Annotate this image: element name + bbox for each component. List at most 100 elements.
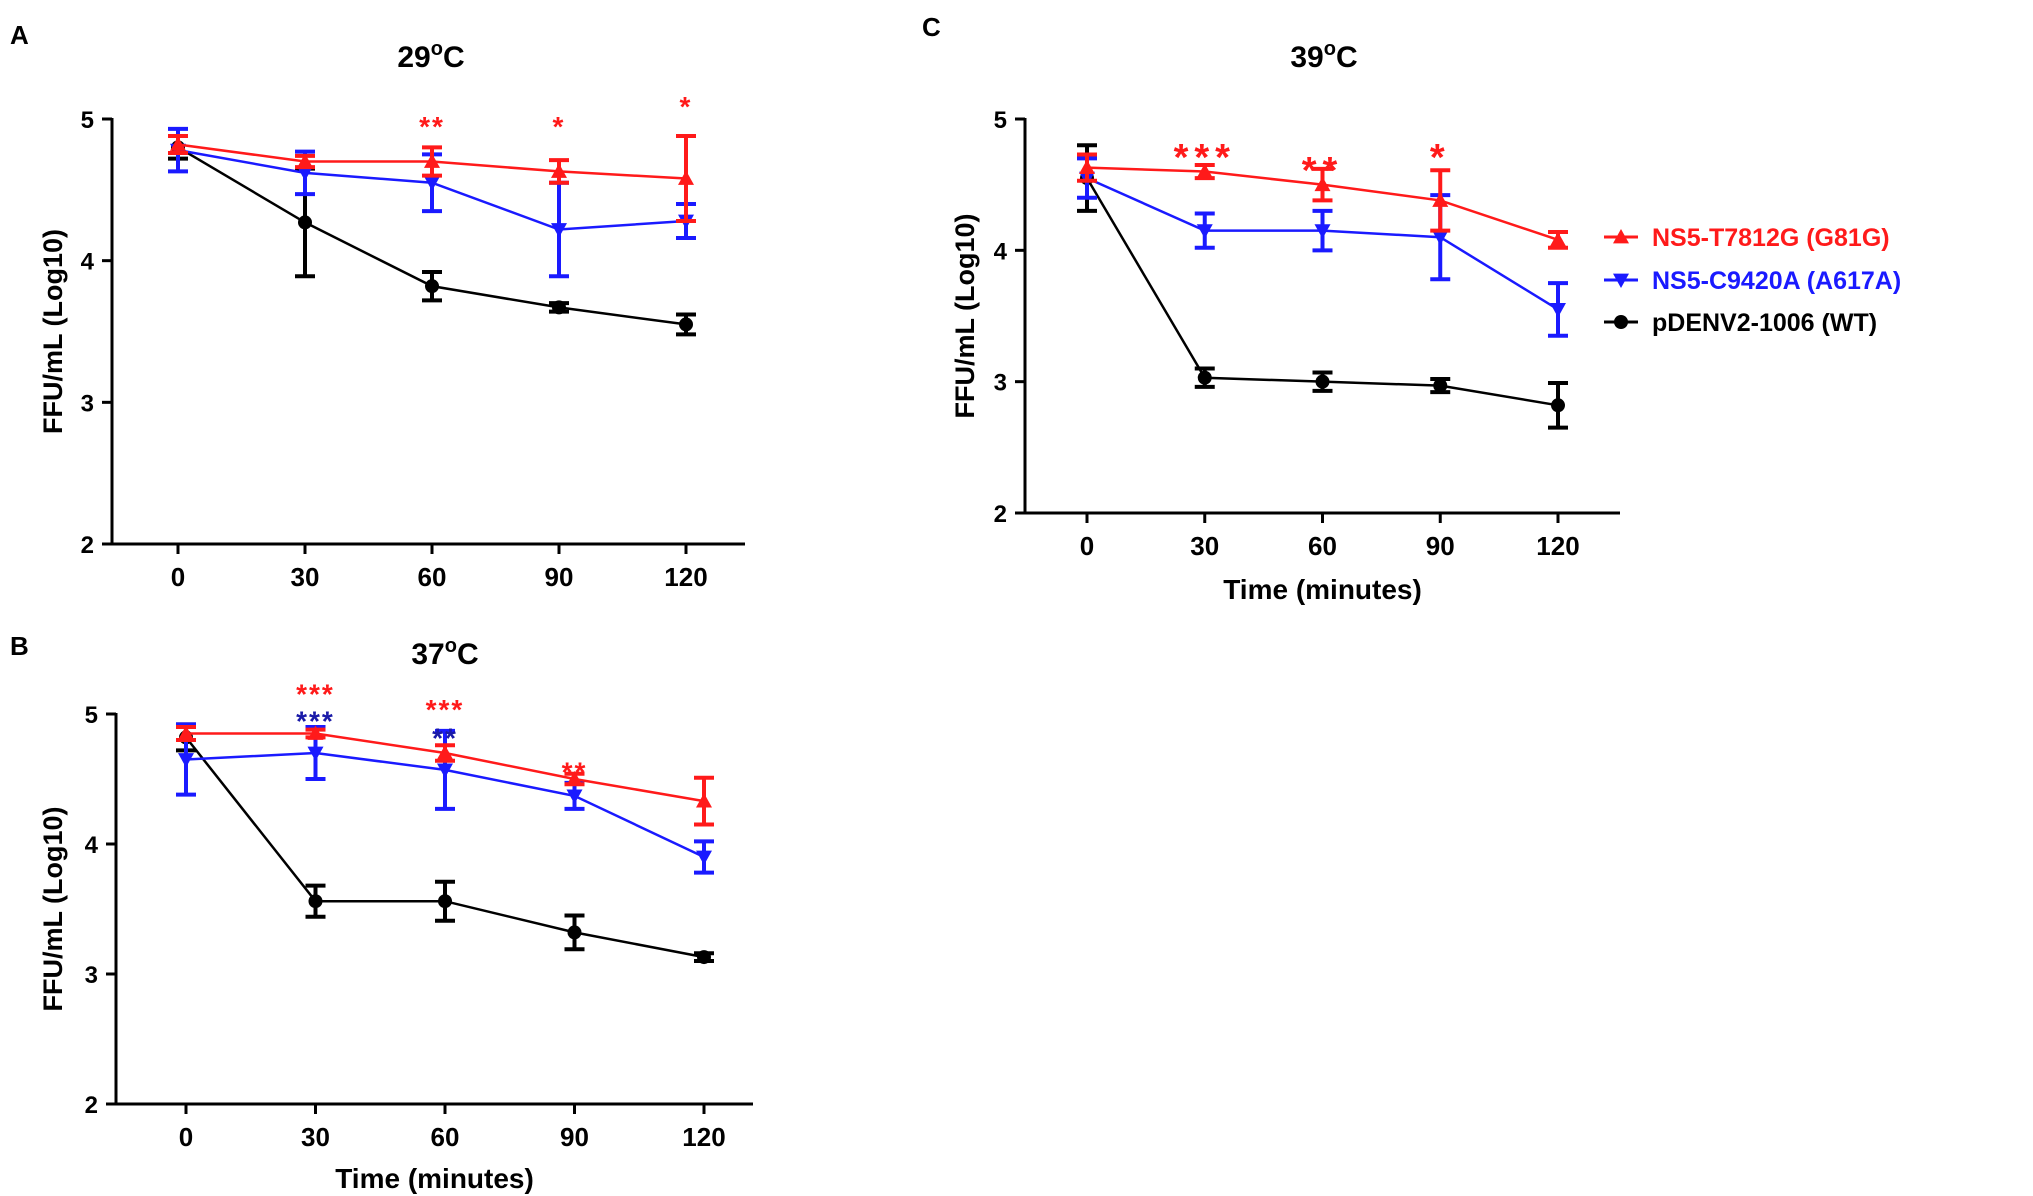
data-point — [1314, 224, 1331, 239]
x-axis-label: Time (minutes) — [335, 1163, 534, 1194]
significance-marker: *** — [296, 678, 335, 709]
y-tick-label: 4 — [994, 238, 1008, 265]
data-point — [298, 215, 312, 230]
legend-item-c9420a: NS5-C9420A (A617A) — [1604, 267, 1901, 295]
y-tick-label: 2 — [85, 1092, 98, 1119]
chart-title-unit: C — [443, 41, 465, 74]
data-point — [696, 793, 712, 808]
data-point — [551, 163, 567, 178]
y-tick-label: 3 — [81, 390, 94, 417]
y-tick-label: 2 — [994, 501, 1007, 528]
x-tick-label: 120 — [682, 1122, 725, 1152]
legend: NS5-T7812G (G81G) NS5-C9420A (A617A) pDE… — [1604, 224, 1901, 337]
x-tick-label: 0 — [171, 562, 185, 592]
panel-label-a: A — [10, 20, 29, 50]
data-point — [678, 170, 694, 185]
chart-title-degree: o — [1324, 38, 1336, 60]
chart-title-value: 37 — [411, 638, 444, 671]
chart-panel-c: 39oC 2 3 4 5 0 30 60 90 120 FFU/mL (Log10) Time (mi… — [950, 38, 1620, 605]
y-tick-label: 5 — [81, 107, 94, 134]
significance-marker: ** — [562, 756, 588, 787]
series-triangle-up — [168, 134, 696, 223]
data-point — [297, 166, 313, 181]
chart-title: 29oC — [397, 38, 464, 74]
x-axis-label: Time (minutes) — [1223, 574, 1422, 605]
data-point — [1314, 176, 1331, 192]
data-point — [424, 176, 440, 191]
y-tick-label: 3 — [994, 370, 1007, 397]
x-tick-label: 90 — [1426, 531, 1455, 561]
chart-title-degree: o — [445, 635, 457, 657]
series-triangle-down — [168, 126, 696, 279]
data-point — [679, 317, 693, 332]
data-point — [437, 745, 453, 760]
significance-marker: *** — [426, 694, 465, 725]
legend-item-wt: pDENV2-1006 (WT) — [1604, 309, 1877, 337]
data-point — [307, 725, 324, 740]
data-point — [1432, 230, 1449, 246]
data-point — [551, 223, 567, 238]
data-point — [437, 763, 453, 778]
data-point — [424, 153, 440, 168]
significance-marker: *** — [1174, 137, 1236, 179]
series-triangle-up — [1077, 152, 1568, 250]
significance-marker: * — [553, 111, 566, 142]
legend-label-c9420a: NS5-C9420A (A617A) — [1652, 267, 1901, 295]
legend-marker-triangle-up — [1613, 229, 1629, 244]
chart-title: 37oC — [411, 635, 478, 671]
chart-title-unit: C — [457, 638, 479, 671]
panel-label-c: C — [922, 12, 941, 42]
data-point — [1432, 192, 1449, 207]
series-triangle-up — [176, 725, 714, 827]
x-tick-label: 90 — [545, 562, 574, 592]
data-point — [566, 789, 583, 804]
data-point — [697, 950, 711, 965]
x-tick-label: 120 — [664, 562, 707, 592]
significance-marker: *** — [296, 706, 335, 737]
data-point — [170, 136, 186, 151]
data-point — [438, 894, 452, 909]
legend-marker-triangle-down — [1613, 273, 1629, 288]
data-point — [1550, 231, 1566, 247]
x-tick-label: 30 — [1190, 531, 1219, 561]
data-point — [297, 153, 313, 168]
chart-title-unit: C — [1336, 41, 1358, 74]
significance-marker: * — [680, 91, 693, 122]
y-tick-label: 5 — [85, 702, 98, 729]
y-tick-label: 4 — [85, 832, 99, 859]
chart-title-value: 39 — [1290, 41, 1323, 74]
x-tick-label: 30 — [301, 1122, 330, 1152]
legend-label-wt: pDENV2-1006 (WT) — [1652, 309, 1877, 337]
data-point — [1196, 224, 1213, 239]
y-tick-label: 2 — [81, 532, 94, 559]
panel-label-b: B — [10, 631, 29, 661]
x-tick-label: 60 — [431, 1122, 460, 1152]
legend-label-t7812g: NS5-T7812G (G81G) — [1652, 224, 1890, 252]
chart-panel-b: 37oC 2 3 4 5 0 30 60 90 120 FFU/mL (Log10) Time (mi… — [38, 635, 753, 1194]
data-point — [1433, 378, 1448, 393]
y-axis-label: FFU/mL (Log10) — [38, 229, 68, 434]
legend-item-t7812g: NS5-T7812G (G81G) — [1604, 224, 1890, 252]
legend-marker-circle — [1614, 315, 1628, 329]
data-point — [308, 894, 323, 909]
data-point — [567, 925, 582, 940]
data-point — [425, 279, 439, 294]
x-tick-label: 90 — [560, 1122, 589, 1152]
y-tick-label: 3 — [85, 962, 98, 989]
x-tick-label: 120 — [1536, 531, 1579, 561]
data-point — [1550, 303, 1566, 318]
data-point — [307, 746, 324, 761]
y-axis-label: FFU/mL (Log10) — [950, 214, 980, 419]
chart-title-value: 29 — [397, 41, 430, 74]
x-tick-label: 60 — [418, 562, 447, 592]
significance-marker: ** — [419, 111, 445, 142]
data-point — [566, 771, 583, 786]
x-tick-label: 0 — [1080, 531, 1094, 561]
x-tick-label: 60 — [1308, 531, 1337, 561]
data-point — [178, 753, 194, 768]
y-tick-label: 5 — [994, 107, 1007, 134]
data-point — [552, 300, 566, 315]
significance-marker: ** — [1302, 150, 1344, 192]
x-tick-label: 30 — [291, 562, 320, 592]
